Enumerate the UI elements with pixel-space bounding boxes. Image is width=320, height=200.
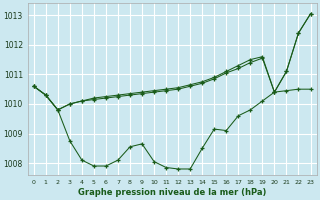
X-axis label: Graphe pression niveau de la mer (hPa): Graphe pression niveau de la mer (hPa) [78, 188, 266, 197]
